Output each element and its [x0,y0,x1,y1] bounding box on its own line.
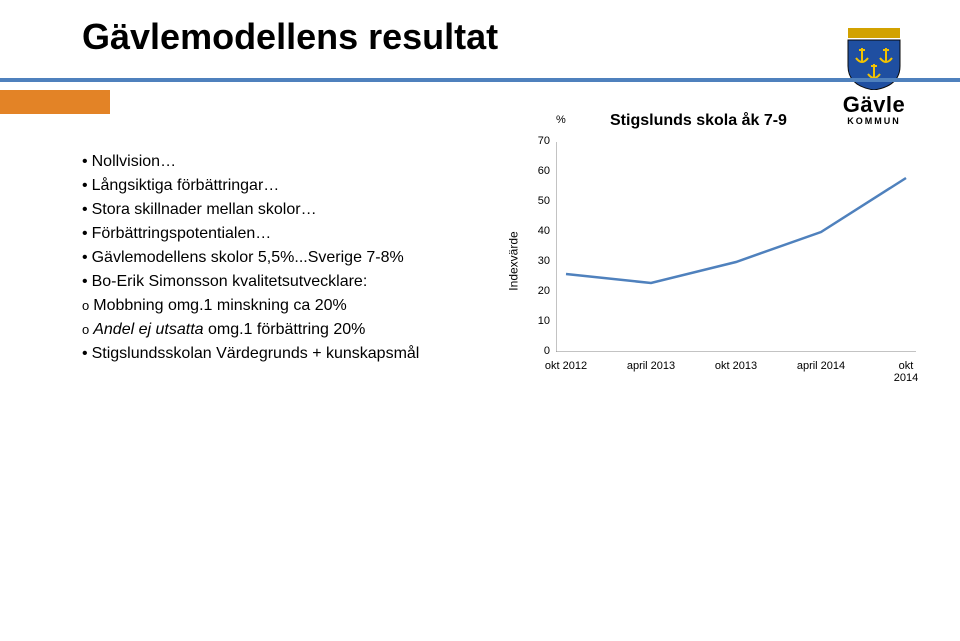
logo-subtext: KOMMUN [830,116,918,126]
line-chart: % Stigslunds skola åk 7-9 Indexvärde 010… [500,136,920,386]
gavle-logo: Gävle KOMMUN [830,28,918,126]
x-tick: april 2014 [797,360,845,372]
slide: { "title": "Gävlemodellens resultat", "l… [0,0,960,641]
bullet-item: Nollvision… [82,150,472,174]
y-axis-label: Indexvärde [507,231,521,290]
bullet-item: Gävlemodellens skolor 5,5%...Sverige 7-8… [82,246,472,270]
y-tick: 30 [526,255,550,267]
x-tick: okt 2013 [715,360,757,372]
sub-bullet-item: Mobbning omg.1 minskning ca 20% [82,294,472,318]
bullet-item: Stigslundsskolan Värdegrunds + kunskapsm… [82,342,472,366]
bullet-item: Långsiktiga förbättringar… [82,174,472,198]
y-tick: 60 [526,165,550,177]
title-underline [0,78,960,82]
y-tick: 0 [526,345,550,357]
plot-area: 010203040506070okt 2012april 2013okt 201… [556,142,916,352]
sub-bullet-item: Andel ej utsatta omg.1 förbättring 20% [82,318,472,342]
logo-text: Gävle [830,94,918,116]
y-unit: % [556,114,566,126]
y-tick: 70 [526,135,550,147]
bullet-item: Bo-Erik Simonsson kvalitetsutvecklare:Mo… [82,270,472,342]
bullet-list: Nollvision…Långsiktiga förbättringar…Sto… [82,150,472,366]
bullet-item: Förbättringspotentialen… [82,222,472,246]
y-tick: 20 [526,285,550,297]
y-tick: 10 [526,315,550,327]
y-tick: 40 [526,225,550,237]
page-title: Gävlemodellens resultat [82,16,498,58]
x-tick: okt 2014 [894,360,918,384]
accent-bar [0,90,110,114]
y-tick: 50 [526,195,550,207]
bullet-item: Stora skillnader mellan skolor… [82,198,472,222]
chart-title: Stigslunds skola åk 7-9 [610,112,787,130]
x-tick: april 2013 [627,360,675,372]
x-tick: okt 2012 [545,360,587,372]
